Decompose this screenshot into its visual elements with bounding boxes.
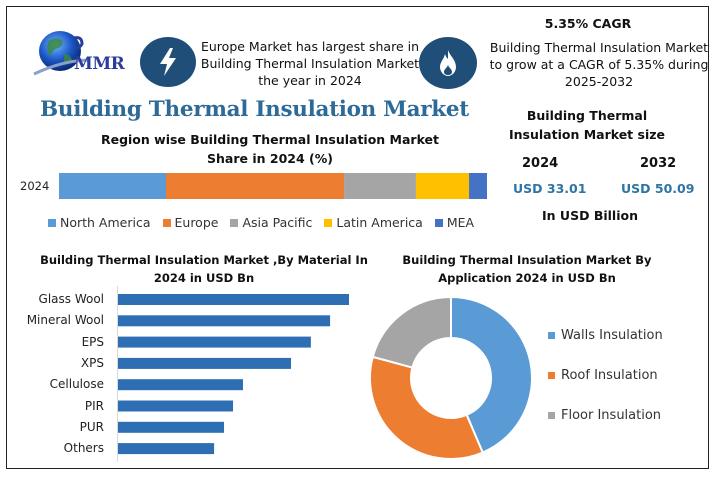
region-category-label: 2024: [20, 179, 50, 193]
market-size-title: Building Thermal Insulation Market size: [508, 108, 665, 142]
legend-swatch: [548, 332, 555, 339]
material-bar-pir: [118, 400, 234, 412]
region-stacked-bar: [59, 173, 487, 199]
material-label-xps: XPS: [80, 355, 104, 370]
flame-glyph: [440, 50, 456, 76]
region-segment-europe: [166, 173, 345, 199]
donut-slice-walls-insulation: [450, 295, 533, 454]
material-label-eps: EPS: [81, 334, 104, 349]
legend-item-walls-insulation: Walls Insulation: [548, 328, 663, 343]
globe-icon: [33, 31, 91, 76]
year-2024-label: 2024: [522, 156, 559, 171]
legend-label: North America: [60, 215, 151, 230]
legend-swatch: [48, 218, 56, 227]
donut-slice-floor-insulation: [371, 295, 452, 369]
legend-swatch: [162, 218, 171, 227]
legend-label: Asia Pacific: [242, 215, 313, 230]
legend-label: Floor Insulation: [561, 408, 662, 423]
material-bar-others: [118, 443, 215, 455]
legend-swatch: [548, 412, 555, 419]
value-2024: USD 33.01: [513, 181, 587, 196]
legend-swatch: [324, 218, 333, 227]
legend-item-latin-america: Latin America: [324, 215, 423, 230]
material-bar-mineral-wool: [118, 315, 331, 327]
europe-share-note: Europe Market has largest share in Build…: [200, 39, 420, 88]
legend-label: MEA: [446, 215, 475, 230]
logo-text: MMR: [74, 54, 125, 74]
lightning-glyph: [160, 48, 176, 76]
region-chart-title: Region wise Building Thermal Insulation …: [100, 132, 440, 166]
region-segment-latin-america: [415, 173, 470, 199]
legend-item-europe: Europe: [162, 215, 219, 230]
material-label-glass-wool: Glass Wool: [38, 292, 104, 306]
material-label-cellulose: Cellulose: [49, 377, 104, 392]
legend-item-mea: MEA: [434, 215, 475, 230]
mmr-logo: MMR: [30, 24, 140, 84]
infographic-frame: [6, 6, 709, 469]
material-bar-eps: [118, 336, 311, 348]
material-chart-title: Building Thermal Insulation Market ,By M…: [40, 253, 368, 285]
legend-label: Latin America: [336, 215, 423, 230]
cagr-title: 5.35% CAGR: [544, 16, 632, 31]
legend-label: Europe: [174, 215, 219, 230]
value-2032: USD 50.09: [621, 181, 695, 196]
legend-item-asia-pacific: Asia Pacific: [230, 215, 312, 230]
legend-label: Walls Insulation: [561, 328, 663, 343]
year-2032-label: 2032: [640, 156, 677, 171]
region-segment-mea: [469, 173, 487, 199]
legend-item-floor-insulation: Floor Insulation: [548, 408, 663, 423]
application-legend: Walls Insulation Roof Insulation Floor Ins…: [548, 328, 663, 448]
material-label-others: Others: [63, 441, 104, 456]
legend-swatch: [230, 218, 239, 227]
material-label-mineral-wool: Mineral Wool: [26, 313, 104, 328]
legend-swatch: [434, 218, 443, 227]
material-bar-cellulose: [118, 379, 243, 391]
application-donut-chart: [369, 295, 533, 460]
donut-slice-roof-insulation: [369, 355, 485, 460]
unit-label: In USD Billion: [542, 208, 638, 223]
material-label-pur: PUR: [79, 419, 104, 434]
application-chart-title: Building Thermal Insulation Market By Ap…: [402, 253, 652, 285]
region-segment-asia-pacific: [344, 173, 416, 199]
page-title: Building Thermal Insulation Market: [40, 97, 469, 122]
material-bar-pur: [118, 421, 225, 433]
legend-label: Roof Insulation: [561, 368, 658, 383]
lightning-icon: [140, 37, 196, 87]
legend-swatch: [548, 372, 555, 379]
material-bar-chart: [117, 286, 349, 462]
material-label-pir: PIR: [84, 398, 104, 413]
material-bar-glass-wool: [118, 294, 349, 305]
region-segment-north-america: [59, 173, 166, 199]
region-legend: North America Europe Asia Pacific Latin Ame…: [48, 215, 474, 230]
material-bar-xps: [118, 357, 292, 369]
legend-item-roof-insulation: Roof Insulation: [548, 368, 663, 383]
flame-icon: [419, 37, 477, 89]
legend-item-north-america: North America: [48, 215, 151, 230]
cagr-note: Building Thermal Insulation Market to gr…: [489, 40, 709, 89]
